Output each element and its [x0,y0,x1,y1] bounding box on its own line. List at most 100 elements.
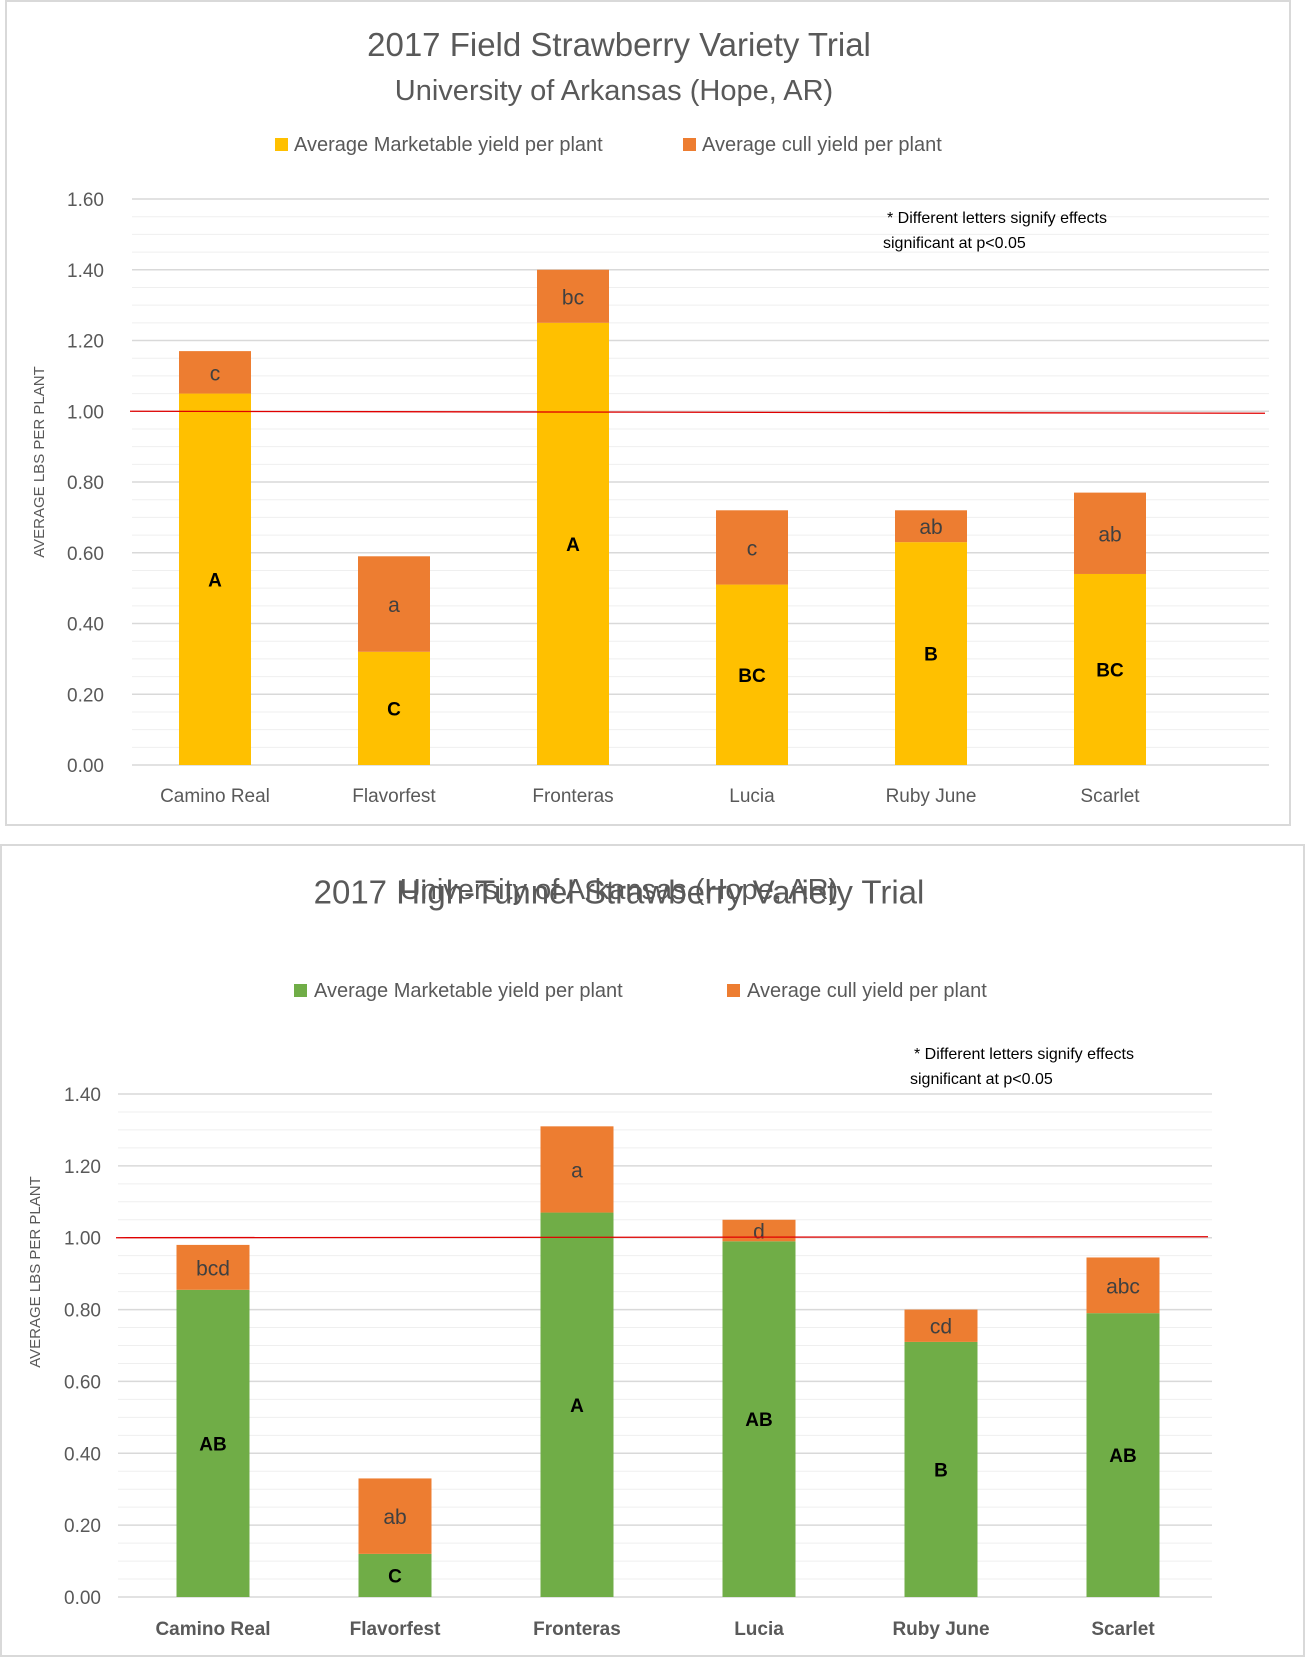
reference-line [115,1236,1209,1239]
data-label-cull: bcd [196,1257,230,1280]
bar-marketable [1074,573,1146,765]
chart-title: 2017 Field Strawberry Variety Trial [367,26,871,63]
high-tunnel-trial-chart: 2017 High-Tunnel Strawberry Variety Tria… [0,844,1305,1657]
bars: Ac Ca Abc BC c Bab BC ab [179,269,1146,765]
legend: Average Marketable yield per plant Avera… [294,980,987,1002]
annotation-line-2: significant at p<0.05 [910,1071,1053,1088]
bar-marketable [540,1212,614,1597]
x-category-label: Scarlet [1091,1619,1155,1640]
y-tick-label: 0.00 [64,1588,101,1609]
y-tick-label: 0.80 [64,1301,101,1322]
data-label-cull: a [388,594,400,617]
data-label-cull: d [753,1221,765,1244]
y-tick-label: 0.00 [67,756,104,777]
bar-cull [537,269,609,323]
data-label-cull: a [571,1159,583,1182]
bar-marketable [1086,1313,1160,1597]
reference-line-group [115,1236,1209,1239]
legend-swatch-cull [683,138,696,151]
legend-label-marketable: Average Marketable yield per plant [294,134,603,156]
data-label-marketable: C [387,699,401,720]
x-category-label: Fronteras [532,786,613,807]
x-axis-categories: Camino Real Flavorfest Fronteras Lucia Ruby … [160,786,1140,807]
y-tick-label: 0.20 [64,1516,101,1537]
annotation-line-1: * Different letters signify effects [887,210,1107,227]
data-label-marketable: A [566,535,580,556]
y-tick-label: 0.40 [67,615,104,636]
bar-marketable [904,1341,978,1597]
x-category-label: Lucia [729,786,775,807]
bar-cull [358,1478,432,1554]
y-tick-label: 0.60 [64,1372,101,1393]
x-category-label: Ruby June [886,786,977,807]
data-label-marketable: AB [1109,1446,1136,1467]
bar-cull [904,1309,978,1342]
data-label-cull: c [210,362,221,385]
legend-swatch-marketable [275,138,288,151]
bar-marketable [358,1553,432,1597]
high-tunnel-trial-chart-svg: 2017 High-Tunnel Strawberry Variety Tria… [27,874,1212,1640]
chart-title: 2017 High-Tunnel Strawberry Variety Tria… [314,874,925,911]
bar-cull [1086,1257,1160,1314]
bar-marketable [722,1241,796,1597]
bar-cull [1074,492,1146,574]
bar-cull [176,1244,250,1290]
y-tick-label: 0.60 [67,544,104,565]
y-tick-label: 0.80 [67,473,104,494]
bar-marketable [895,542,967,765]
annotation-line-2: significant at p<0.05 [883,235,1026,252]
data-label-marketable: BC [1096,660,1124,681]
bar-cull [540,1126,614,1213]
data-label-marketable: B [924,645,938,666]
y-tick-label: 1.20 [67,332,104,353]
field-trial-chart: 2017 Field Strawberry Variety Trial Univ… [5,0,1291,826]
legend-swatch-marketable [294,984,307,997]
x-category-label: Camino Real [155,1619,270,1640]
data-label-cull: abc [1106,1275,1140,1298]
annotation-line-1: * Different letters signify effects [914,1046,1134,1063]
data-label-marketable: BC [738,666,766,687]
legend-label-cull: Average cull yield per plant [702,134,942,156]
y-tick-label: 0.40 [64,1444,101,1465]
bar-marketable [358,651,430,765]
legend: Average Marketable yield per plant Avera… [275,134,942,156]
x-axis-categories: Camino Real Flavorfest Fronteras Lucia Ruby … [155,1619,1155,1640]
data-label-marketable: AB [199,1434,226,1455]
data-label-cull: ab [383,1506,406,1529]
bar-cull [895,510,967,543]
data-label-cull: ab [919,516,942,539]
bar-cull [358,556,430,652]
y-tick-label: 1.60 [67,190,104,211]
data-label-marketable: AB [745,1410,772,1431]
bar-cull [179,351,251,394]
bars: AB bcd Cab Aa AB d Bcd AB abc [176,1126,1160,1597]
x-category-label: Flavorfest [352,786,436,807]
data-label-marketable: C [388,1566,402,1587]
field-trial-chart-svg: 2017 Field Strawberry Variety Trial Univ… [31,26,1269,807]
gridlines [118,1093,1212,1598]
y-tick-label: 1.40 [67,261,104,282]
bar-cull [722,1219,796,1242]
data-label-marketable: A [570,1396,584,1417]
x-category-label: Scarlet [1080,786,1140,807]
data-label-marketable: A [208,570,222,591]
y-tick-label: 1.40 [64,1085,101,1106]
x-category-label: Fronteras [533,1619,621,1640]
x-category-label: Flavorfest [350,1619,441,1640]
y-axis-ticks: 0.00 0.20 0.40 0.60 0.80 1.00 1.20 1.40 [64,1085,101,1609]
data-label-cull: bc [562,286,584,309]
bar-marketable [179,393,251,765]
legend-label-marketable: Average Marketable yield per plant [314,980,623,1002]
data-label-cull: c [747,537,758,560]
data-label-cull: cd [930,1316,952,1339]
reference-line [129,410,1266,414]
reference-line-group [129,410,1266,414]
x-category-label: Lucia [734,1619,784,1640]
y-tick-label: 1.00 [64,1229,101,1250]
legend-swatch-cull [727,984,740,997]
y-axis-ticks: 0.00 0.20 0.40 0.60 0.80 1.00 1.20 1.40 1.60 [67,190,104,777]
y-tick-label: 1.20 [64,1157,101,1178]
y-tick-label: 0.20 [67,685,104,706]
y-axis-title: AVERAGE LBS PER PLANT [31,366,48,557]
x-category-label: Camino Real [160,786,270,807]
